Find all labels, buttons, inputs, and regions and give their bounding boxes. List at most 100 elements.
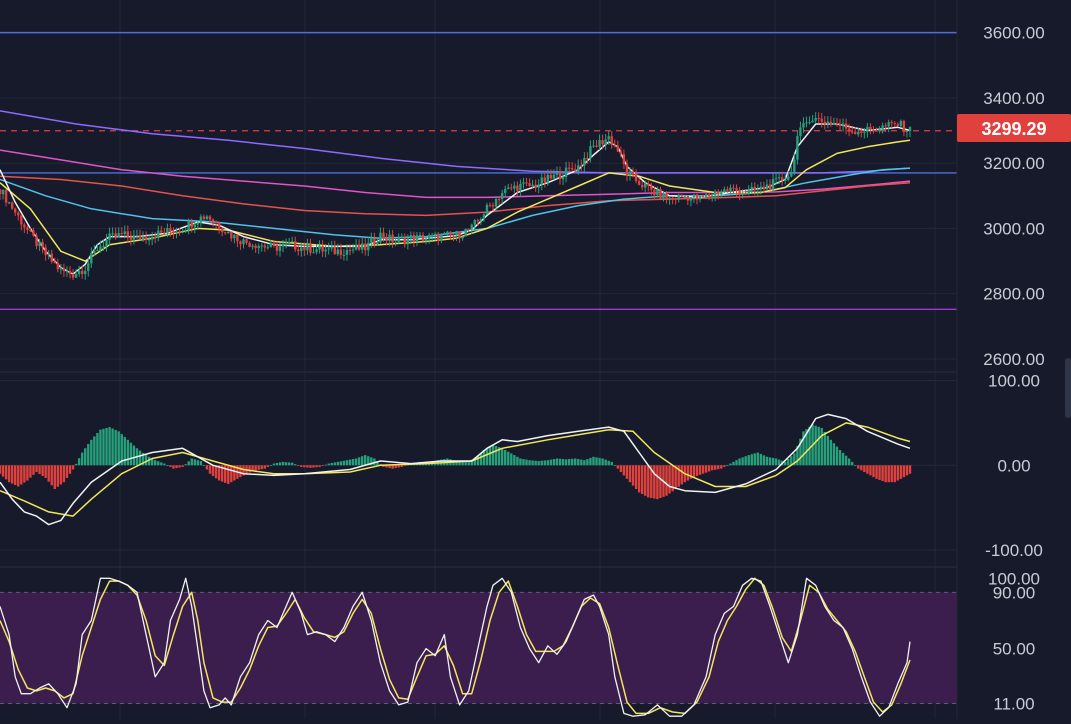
macd-histogram-bar [564, 459, 568, 466]
candle-body [570, 168, 574, 170]
macd-histogram-bar [522, 459, 525, 466]
macd-histogram-bar [680, 465, 683, 485]
candle-body [269, 243, 273, 248]
stochastic-panel[interactable] [0, 577, 957, 717]
candle-body [84, 270, 87, 275]
macd-histogram-bar [753, 453, 756, 466]
macd-histogram-bar [364, 455, 367, 466]
candle-body [765, 184, 769, 190]
macd-histogram-bar [154, 460, 157, 466]
price-tick-label: 2800.00 [983, 285, 1044, 304]
candle-body [607, 136, 610, 140]
macd-histogram-bar [805, 429, 808, 466]
candle-body [525, 182, 528, 184]
candle-body [239, 241, 242, 245]
candle-body [7, 202, 11, 204]
candle-body [796, 136, 799, 160]
candle-body [510, 187, 513, 189]
candle-body [41, 241, 44, 248]
candle-body [497, 198, 501, 200]
macd-histogram-bar [275, 463, 279, 466]
macd-histogram-bar [84, 448, 87, 466]
macd-histogram-bar [239, 465, 242, 478]
macd-histogram-bar [516, 456, 519, 466]
macd-histogram-bar [692, 465, 696, 478]
candle-body [619, 151, 623, 155]
macd-histogram-bar [787, 459, 790, 466]
price-axis[interactable]: 3600.00 3400.00 3200.00 3000.00 2800.00 2600.… [956, 0, 1045, 719]
candle-body [546, 174, 550, 183]
candle-body [430, 234, 434, 236]
macd-histogram-bar [287, 462, 291, 466]
candle-body [412, 235, 416, 242]
candle-body [589, 146, 592, 159]
candle-body [513, 185, 516, 189]
candle-body [68, 270, 72, 275]
stochastic-lines [0, 577, 911, 717]
macd-histogram-bar [330, 463, 333, 466]
macd-histogram-bar [893, 465, 896, 483]
macd-histogram-bar [300, 465, 303, 467]
macd-histogram-bar [388, 465, 391, 469]
macd-histogram-bar [884, 465, 887, 483]
macd-histogram-bar [850, 461, 854, 466]
candle-body [245, 239, 248, 243]
candle-body [53, 261, 56, 263]
candle-body [278, 246, 282, 251]
candle-body [181, 231, 184, 233]
macd-histogram-bar [166, 465, 169, 467]
stochastic-k-line [0, 577, 911, 717]
macd-histogram-bar [233, 465, 236, 481]
macd-histogram-bar [796, 446, 799, 466]
scrollbar[interactable] [1065, 358, 1071, 418]
last-price-tag-bg [957, 114, 1071, 142]
macd-histogram-bar [738, 458, 741, 466]
candle-body [196, 222, 200, 225]
candle-body [720, 192, 723, 195]
candle-body [452, 234, 455, 236]
candle-body [272, 243, 276, 245]
candle-body [881, 125, 884, 130]
candle-body [77, 270, 81, 275]
macd-histogram-bar [227, 465, 230, 484]
macd-histogram-bar [631, 465, 635, 486]
candle-body [799, 127, 802, 137]
candle-body [391, 234, 394, 243]
candle-body [87, 263, 90, 271]
candle-body [294, 241, 297, 250]
macd-histogram-bar [799, 438, 802, 466]
candle-body [71, 274, 75, 278]
macd-histogram-bar [616, 465, 620, 469]
macd-histogram-bar [759, 453, 763, 466]
candle-body [388, 234, 391, 241]
candle-body [23, 224, 26, 228]
macd-histogram-bar [774, 458, 778, 466]
macd-histogram-bar [674, 465, 677, 489]
macd-histogram-bar [26, 465, 29, 481]
candle-body [878, 129, 881, 132]
macd-histogram-bar [41, 465, 44, 476]
candle-body [507, 187, 510, 190]
macd-histogram-bar [771, 457, 775, 466]
grid-lines [0, 0, 957, 719]
macd-histogram-bar [102, 428, 105, 466]
macd-histogram-bar [318, 465, 321, 467]
candle-body [467, 228, 470, 230]
macd-histogram-bar [56, 465, 60, 487]
macd-histogram-bar [190, 458, 193, 466]
macd-histogram-bar [196, 460, 200, 466]
price-panel[interactable] [0, 31, 957, 311]
candle-body [780, 177, 784, 181]
candle-body [47, 253, 50, 256]
macd-histogram-bar [257, 465, 260, 470]
candle-body [62, 268, 66, 272]
price-tick-label: 3200.00 [983, 154, 1044, 173]
candle-body [303, 247, 306, 251]
candle-body [114, 233, 117, 237]
candle-body [735, 187, 738, 191]
macd-panel[interactable] [0, 413, 912, 526]
candle-body [102, 246, 105, 248]
candle-body [674, 198, 677, 200]
